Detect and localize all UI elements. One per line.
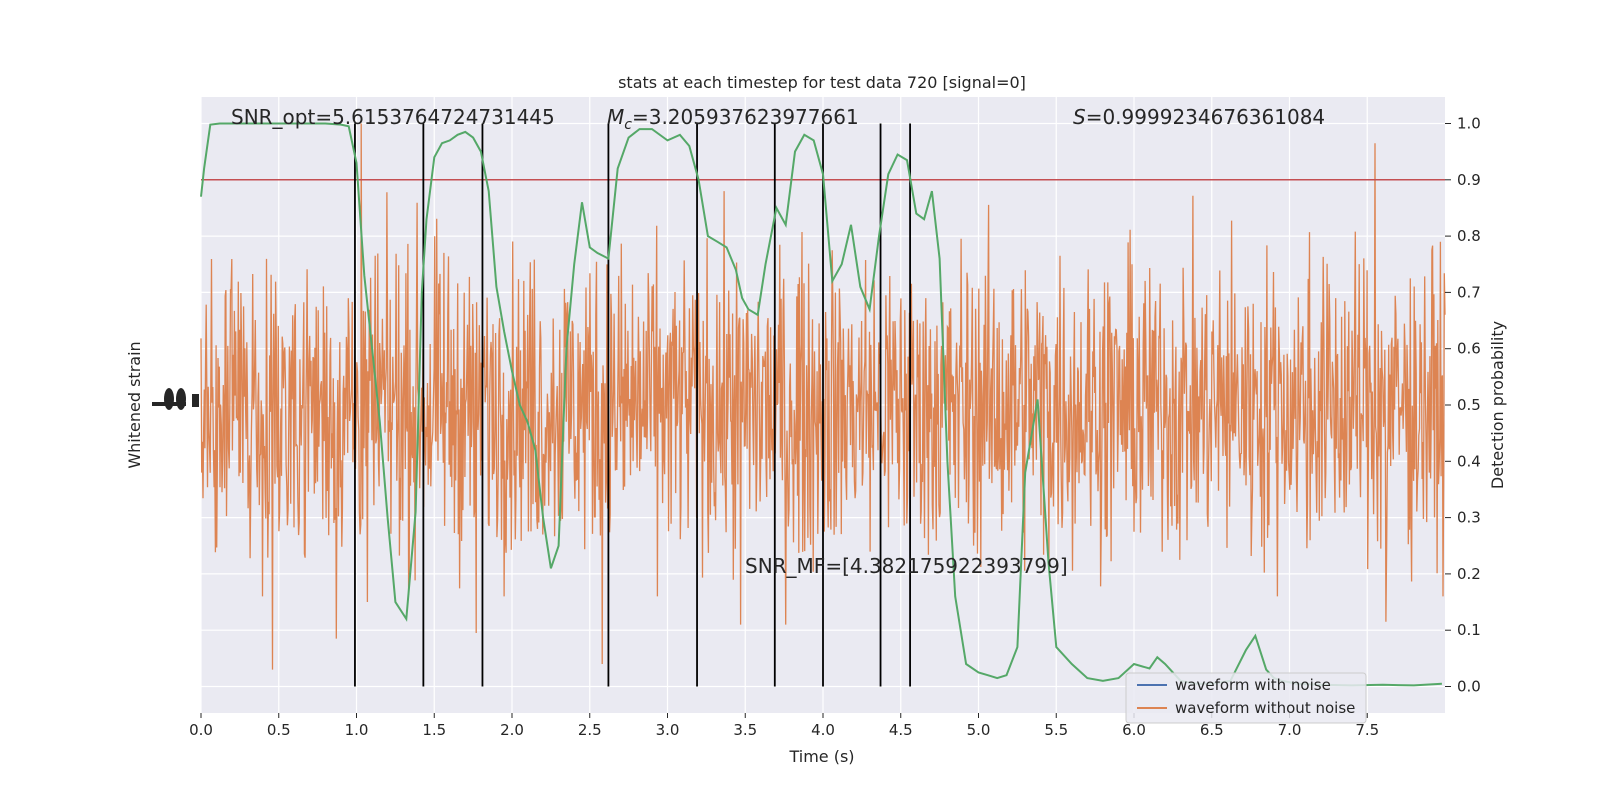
- y-tick-label: 0.8: [1457, 227, 1481, 245]
- x-tick-label: 3.5: [733, 721, 757, 739]
- x-tick-label: 4.0: [811, 721, 835, 739]
- x-tick-label: 5.0: [967, 721, 991, 739]
- y-tick-label: 0.6: [1457, 340, 1481, 358]
- x-axis-label: Time (s): [788, 747, 854, 766]
- snr-opt-annotation: SNR_opt=5.6153764724731445: [231, 105, 555, 129]
- s-symbol: S: [1073, 105, 1086, 129]
- y-tick-label: 0.5: [1457, 396, 1481, 414]
- vertical-lines: [354, 123, 911, 687]
- x-tick-label: 6.5: [1200, 721, 1224, 739]
- x-tick-label: 0.0: [189, 721, 213, 739]
- y-tick-label: 0.3: [1457, 509, 1481, 527]
- chirp-mass-symbol: M: [607, 105, 624, 129]
- x-tick-label: 2.5: [578, 721, 602, 739]
- chirp-mass-subscript: c: [624, 117, 632, 133]
- legend-box: [1125, 672, 1367, 724]
- y-tick-label: 0.4: [1457, 452, 1481, 470]
- x-tick-label: 6.0: [1122, 721, 1146, 739]
- legend-label-noise: waveform with noise: [1175, 676, 1331, 694]
- legend: waveform with noise waveform without noi…: [1125, 672, 1367, 724]
- left-axis-blob-icon: [152, 388, 199, 410]
- x-tick-label: 0.5: [267, 721, 291, 739]
- y-tick-label: 0.1: [1457, 621, 1481, 639]
- y-tick-label: 0.9: [1457, 171, 1481, 189]
- x-axis-ticks: 0.0 0.5 1.0 1.5 2.0 2.5 3.0 3.5 4.0 4.5 5.0 5.5 6.0 6…: [189, 713, 1379, 739]
- chirp-mass-value: =3.205937623977661: [632, 105, 859, 129]
- y-tick-label: 0.0: [1457, 678, 1481, 696]
- y-tick-label: 0.7: [1457, 283, 1481, 301]
- s-value: =0.9999234676361084: [1086, 105, 1325, 129]
- s-annotation: S=0.9999234676361084: [1073, 105, 1325, 129]
- x-tick-label: 5.5: [1044, 721, 1068, 739]
- probability-line: [200, 122, 1442, 687]
- snr-mf-annotation: SNR_MF=[4.382175922393799]: [745, 554, 1068, 578]
- right-axis-ticks: 0.0 0.1 0.2 0.3 0.4 0.5 0.6 0.7 0.8 0.9 1.0: [1445, 115, 1481, 696]
- x-tick-label: 2.0: [500, 721, 524, 739]
- chirp-mass-annotation: Mc=3.205937623977661: [607, 105, 859, 133]
- legend-label-clean: waveform without noise: [1175, 699, 1355, 717]
- x-tick-label: 7.5: [1355, 721, 1379, 739]
- y-tick-label: 1.0: [1457, 115, 1481, 133]
- y-tick-label: 0.2: [1457, 565, 1481, 583]
- left-axis-label: Whitened strain: [125, 341, 144, 468]
- detection-probability-line: [200, 122, 1442, 687]
- x-tick-label: 3.0: [656, 721, 680, 739]
- x-tick-label: 1.0: [345, 721, 369, 739]
- x-tick-label: 1.5: [422, 721, 446, 739]
- chart-title: stats at each timestep for test data 720…: [618, 73, 1026, 92]
- x-tick-label: 7.0: [1278, 721, 1302, 739]
- x-tick-label: 4.5: [889, 721, 913, 739]
- right-axis-label: Detection probability: [1488, 321, 1507, 489]
